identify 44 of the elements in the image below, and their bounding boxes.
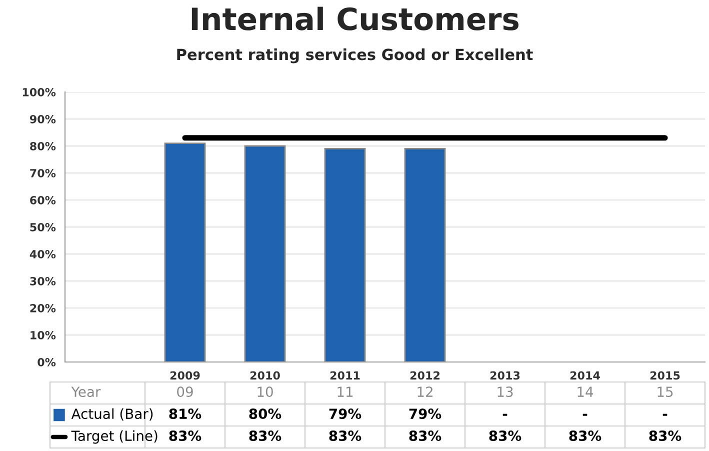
x-tick-label: 2013	[490, 371, 520, 380]
data-label: 83%	[169, 430, 202, 442]
text: 13	[498, 386, 513, 398]
text: 09	[177, 386, 193, 398]
y-tick-label: 60%	[30, 196, 56, 204]
data-label: 83%	[649, 430, 682, 442]
y-tick-label: 30%	[30, 276, 56, 286]
text: 10	[258, 386, 273, 398]
data-label: 79%	[329, 408, 362, 420]
x-tick-label: 2012	[410, 371, 440, 380]
data-label: 83%	[409, 430, 442, 442]
legend-label: Actual (Bar)	[71, 408, 153, 421]
data-label: 80%	[249, 408, 282, 420]
y-tick-label: 10%	[30, 330, 56, 340]
data-label: 83%	[249, 430, 282, 442]
data-label: 83%	[569, 430, 602, 442]
y-tick-label: 90%	[30, 114, 56, 124]
text: 12	[418, 386, 432, 397]
text: -	[662, 414, 668, 416]
x-tick-label: 2011	[330, 371, 360, 380]
x-tick-label: 2014	[570, 371, 600, 380]
y-tick-label: 40%	[30, 250, 56, 258]
text: Year	[71, 386, 101, 398]
text: -	[582, 414, 588, 416]
chart-title: Internal Customers	[192, 6, 518, 30]
data-label: 83%	[329, 430, 362, 442]
y-tick-label: 0%	[38, 358, 56, 366]
text: 15	[658, 386, 673, 398]
text: -	[502, 414, 508, 416]
x-tick-label: 2010	[250, 371, 280, 380]
y-tick-label: 100%	[22, 88, 56, 96]
y-tick-label: 80%	[30, 142, 56, 150]
y-tick-label: 50%	[30, 222, 56, 232]
y-tick-label: 70%	[30, 168, 56, 178]
legend-label: Target (Line)	[71, 430, 158, 444]
x-tick-label: 2015	[650, 371, 680, 380]
y-tick-label: 20%	[30, 304, 56, 312]
text: 11	[338, 386, 353, 397]
data-label: 79%	[409, 408, 442, 420]
text: 14	[578, 386, 594, 397]
data-label: 83%	[489, 430, 522, 442]
chart-subtitle: Percent rating services Good or Excellent	[177, 48, 533, 64]
data-label: 81%	[169, 408, 202, 420]
x-tick-label: 2009	[170, 371, 200, 380]
